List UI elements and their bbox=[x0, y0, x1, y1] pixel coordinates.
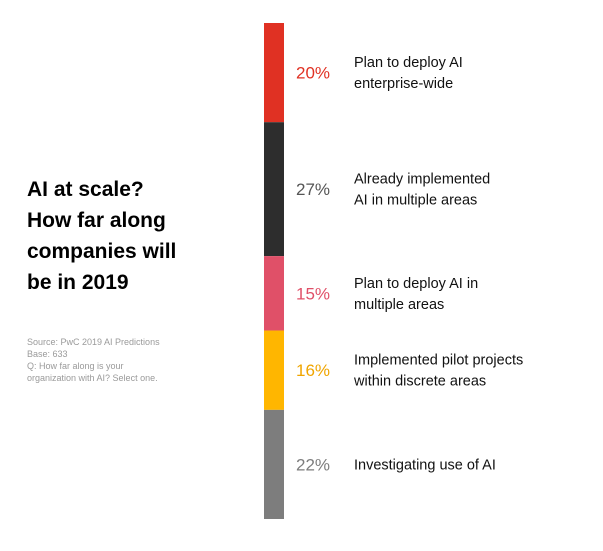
bar-segment-2 bbox=[264, 122, 284, 257]
bar-segment-5 bbox=[264, 409, 284, 519]
percent-label-3: 15% bbox=[296, 284, 330, 303]
title-line-3: companies will bbox=[27, 240, 177, 263]
segment-label-3-line-2: multiple areas bbox=[354, 297, 444, 313]
source-note: Source: PwC 2019 AI Predictions Base: 63… bbox=[27, 336, 227, 384]
percent-label-4: 16% bbox=[296, 361, 330, 380]
percent-label-2: 27% bbox=[296, 180, 330, 199]
segment-label-2-line-1: Already implemented bbox=[354, 172, 490, 188]
segment-label-1-line-2: enterprise-wide bbox=[354, 76, 453, 92]
chart-title: AI at scale? How far along companies wil… bbox=[27, 174, 247, 298]
segment-label-5-line-1: Investigating use of AI bbox=[354, 457, 496, 473]
segment-label-4-line-2: within discrete areas bbox=[353, 374, 486, 390]
base-line: Base: 633 bbox=[27, 349, 68, 359]
segment-label-3-line-1: Plan to deploy AI in bbox=[354, 276, 478, 292]
segment-label-2-line-2: AI in multiple areas bbox=[354, 193, 477, 209]
bar-segment-1 bbox=[264, 23, 284, 123]
source-line: Source: PwC 2019 AI Predictions bbox=[27, 337, 160, 347]
title-line-2: How far along bbox=[27, 209, 166, 232]
percent-label-1: 20% bbox=[296, 64, 330, 83]
bar-segment-3 bbox=[264, 256, 284, 331]
percent-label-5: 22% bbox=[296, 455, 330, 474]
title-line-4: be in 2019 bbox=[27, 271, 129, 294]
segment-label-4-line-1: Implemented pilot projects bbox=[354, 353, 523, 369]
bar-segment-4 bbox=[264, 330, 284, 410]
segment-label-1-line-1: Plan to deploy AI bbox=[354, 55, 463, 71]
title-line-1: AI at scale? bbox=[27, 178, 144, 201]
question-line-2: organization with AI? Select one. bbox=[27, 373, 158, 383]
question-line-1: Q: How far along is your bbox=[27, 361, 124, 371]
